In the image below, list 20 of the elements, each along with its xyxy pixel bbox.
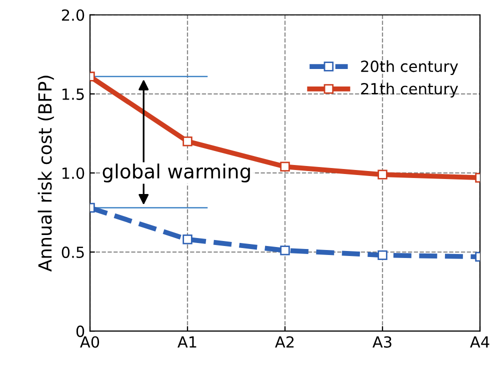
x-tick-label: A3 bbox=[372, 336, 392, 348]
point bbox=[280, 246, 290, 256]
y-tick-label: 1.5 bbox=[62, 88, 84, 100]
point bbox=[280, 162, 290, 172]
y-tick-label: 2.0 bbox=[62, 9, 84, 21]
y-tick-label: 0 bbox=[76, 326, 84, 338]
legend-label: 20th century bbox=[361, 60, 458, 76]
x-tick-label: A1 bbox=[178, 336, 196, 348]
x-tick-label: A4 bbox=[470, 336, 490, 348]
point bbox=[378, 170, 388, 180]
point bbox=[182, 234, 192, 244]
point bbox=[378, 250, 388, 260]
y-tick-label: 1.0 bbox=[62, 167, 84, 179]
y-axis-title: Annual risk cost (BFP) bbox=[38, 76, 54, 272]
point bbox=[182, 136, 192, 146]
legend-label: 21th century bbox=[361, 82, 458, 98]
y-tick-label: 0.5 bbox=[62, 246, 84, 258]
annotation: global warming bbox=[102, 164, 250, 182]
x-tick-label: A2 bbox=[275, 336, 294, 348]
x-tick-label: A0 bbox=[80, 336, 100, 348]
